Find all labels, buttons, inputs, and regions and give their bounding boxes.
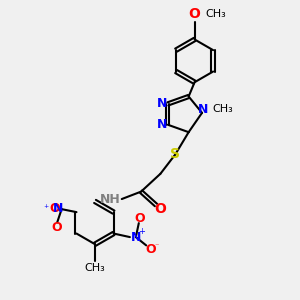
Text: ⁺: ⁺ [43, 204, 48, 214]
Text: CH₃: CH₃ [85, 263, 105, 273]
Text: O: O [52, 221, 62, 234]
Text: N: N [53, 202, 63, 215]
Text: ⁻: ⁻ [154, 242, 159, 250]
Text: O: O [146, 243, 156, 256]
Text: CH₃: CH₃ [205, 9, 226, 19]
Text: CH₃: CH₃ [212, 104, 233, 114]
Text: O: O [50, 202, 60, 215]
Text: N: N [157, 118, 168, 131]
Text: O: O [134, 212, 145, 225]
Text: S: S [170, 148, 180, 161]
Text: NH: NH [100, 193, 120, 206]
Text: N: N [157, 98, 168, 110]
Text: O: O [154, 202, 166, 216]
Text: +: + [138, 227, 145, 236]
Text: O: O [189, 7, 200, 21]
Text: N: N [198, 103, 209, 116]
Text: N: N [131, 231, 141, 244]
